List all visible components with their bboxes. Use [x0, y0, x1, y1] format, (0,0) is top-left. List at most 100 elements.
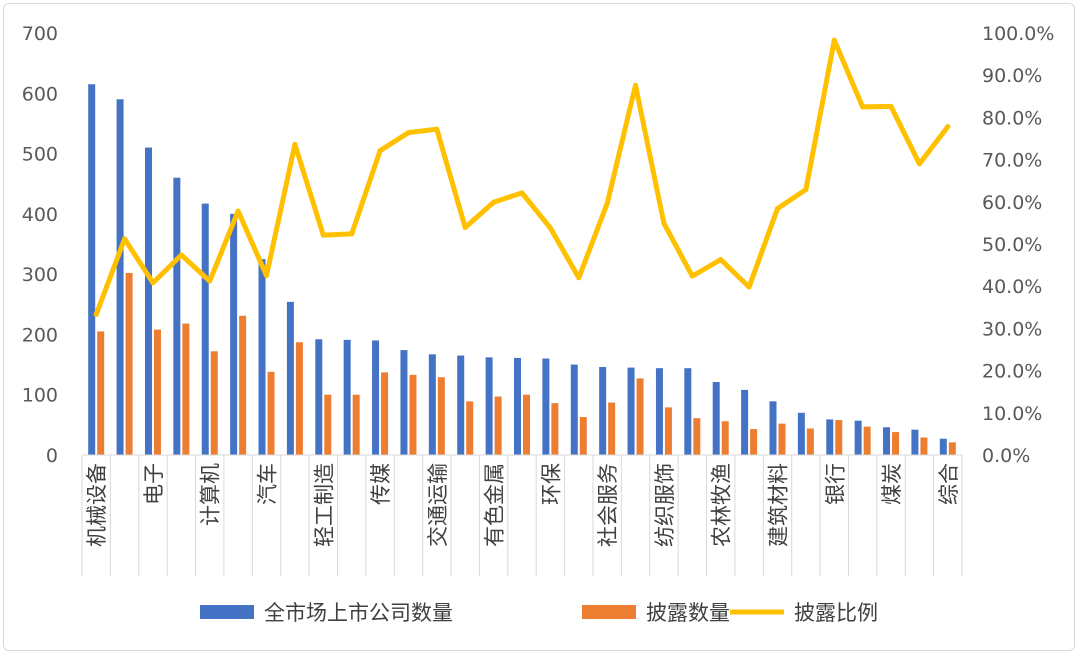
bars-layer: [88, 84, 956, 456]
bar-disclosed-5: [210, 351, 218, 455]
ratio-point-23: [718, 257, 724, 263]
bar-disclosed-11: [381, 372, 389, 455]
category-label: 银行: [823, 463, 847, 505]
bar-disclosed-13: [437, 377, 445, 455]
chart-frame: [3, 3, 1075, 651]
legend-swatch-bar: [200, 605, 254, 619]
ratio-point-31: [945, 124, 951, 130]
right-tick-label: 100.0%: [982, 23, 1054, 45]
bar-disclosed-9: [324, 394, 332, 455]
bar-disclosed-31: [948, 442, 956, 455]
right-tick-label: 60.0%: [982, 192, 1042, 214]
category-label: 传媒: [369, 463, 393, 505]
bar-total-3: [144, 147, 152, 456]
right-tick-label: 90.0%: [982, 65, 1042, 87]
ratio-point-24: [746, 284, 752, 290]
bar-total-10: [343, 339, 351, 455]
ratio-point-10: [349, 231, 355, 237]
bar-total-23: [712, 382, 720, 455]
bar-total-19: [599, 366, 607, 455]
category-label: 有色金属: [483, 463, 507, 547]
ratio-point-5: [207, 278, 213, 284]
ratio-point-11: [377, 148, 383, 154]
line-layer: [93, 37, 951, 317]
ratio-point-7: [264, 273, 270, 279]
disclosure-ratio-line: [93, 37, 951, 317]
ratio-point-12: [405, 130, 411, 136]
bar-disclosed-12: [409, 374, 417, 455]
bar-disclosed-17: [551, 403, 559, 455]
bar-total-17: [542, 358, 550, 455]
ratio-point-18: [576, 275, 582, 281]
left-tick-label: 0: [46, 445, 58, 467]
legend-swatch-bar: [582, 605, 636, 619]
left-tick-label: 500: [22, 144, 58, 166]
right-tick-label: 80.0%: [982, 107, 1042, 129]
bar-total-11: [372, 340, 380, 455]
bar-disclosed-8: [295, 342, 303, 455]
bar-disclosed-24: [750, 429, 758, 455]
category-labels: 机械设备 电子 计算机 汽车 轻工制造 传媒 交通运输 有色金属 环保 社会服务 纺织服饰 农林牧渔 建…: [85, 463, 961, 547]
category-label: 建筑材料: [766, 463, 790, 547]
bar-total-7: [258, 259, 266, 455]
ratio-point-16: [519, 190, 525, 196]
bar-total-30: [911, 429, 919, 455]
bar-total-16: [514, 357, 521, 455]
legend-label: 全市场上市公司数量: [264, 601, 453, 625]
ratio-point-26: [803, 187, 809, 193]
bar-disclosed-28: [863, 426, 871, 455]
bar-total-1: [88, 84, 96, 455]
ratio-point-15: [491, 199, 497, 205]
ratio-point-4: [178, 252, 184, 258]
bar-disclosed-22: [693, 418, 701, 455]
ratio-point-19: [604, 200, 610, 206]
bar-total-20: [627, 367, 635, 455]
legend-label: 披露比例: [794, 601, 878, 625]
ratio-point-20: [633, 82, 639, 88]
bar-total-26: [797, 412, 805, 455]
left-tick-label: 400: [22, 204, 58, 226]
category-label: 环保: [539, 463, 563, 505]
ratio-point-1: [93, 311, 99, 317]
ratio-point-9: [320, 232, 326, 238]
right-tick-label: 30.0%: [982, 318, 1042, 340]
bar-disclosed-21: [664, 407, 672, 455]
category-label: 综合: [937, 463, 961, 505]
category-label: 计算机: [199, 463, 223, 526]
ratio-point-17: [547, 225, 553, 231]
ratio-point-27: [831, 37, 837, 43]
bar-total-14: [457, 355, 465, 455]
bar-disclosed-1: [97, 331, 105, 455]
ratio-point-30: [916, 161, 922, 167]
category-label: 轻工制造: [312, 463, 336, 547]
bar-total-13: [428, 354, 436, 455]
bar-disclosed-15: [494, 396, 502, 455]
category-label: 纺织服饰: [653, 463, 677, 547]
ratio-point-3: [150, 280, 156, 286]
right-axis-ticks: 0.0% 10.0% 20.0% 30.0% 40.0% 50.0% 60.0% 70.0% 8…: [982, 23, 1054, 467]
category-label: 机械设备: [85, 463, 109, 547]
category-label: 煤炭: [880, 463, 904, 505]
left-axis-ticks: 0 100 200 300 400 500 600 700: [22, 23, 58, 467]
bar-disclosed-16: [523, 394, 530, 455]
bar-disclosed-2: [125, 272, 133, 455]
right-tick-label: 40.0%: [982, 276, 1042, 298]
ratio-point-6: [235, 208, 241, 214]
bar-total-21: [655, 368, 663, 455]
ratio-point-13: [434, 126, 440, 132]
bar-disclosed-20: [636, 378, 644, 455]
bar-total-2: [116, 99, 124, 456]
category-label: 电子: [142, 463, 166, 505]
right-tick-label: 20.0%: [982, 361, 1042, 383]
bar-disclosed-18: [579, 417, 587, 455]
bar-total-4: [173, 177, 181, 455]
bar-total-9: [315, 339, 323, 455]
left-tick-label: 200: [22, 324, 58, 346]
bar-disclosed-29: [892, 432, 900, 455]
bar-total-27: [826, 419, 834, 455]
bar-total-31: [939, 438, 947, 455]
bar-disclosed-6: [239, 315, 247, 455]
axis-layer: [81, 454, 963, 576]
bar-disclosed-19: [608, 402, 616, 455]
